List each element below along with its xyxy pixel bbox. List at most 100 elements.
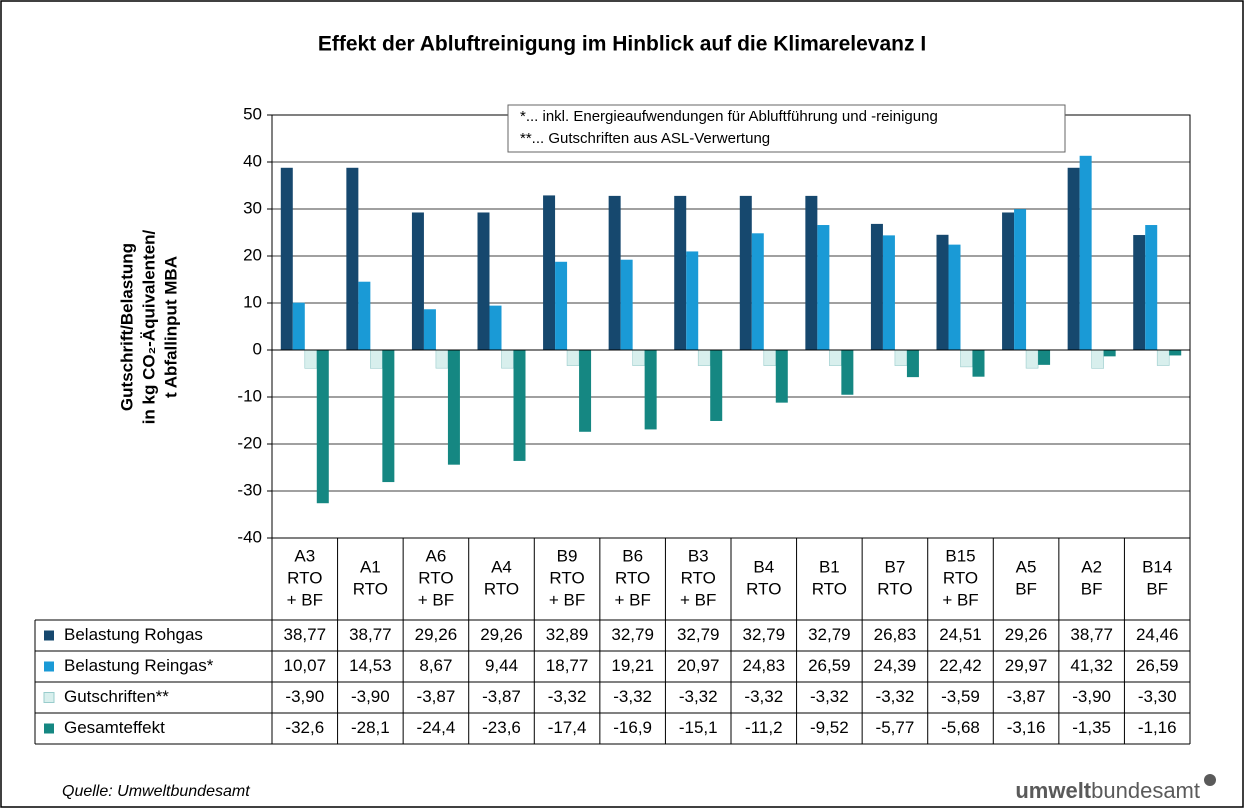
table-value: 8,67 bbox=[419, 656, 452, 675]
bar bbox=[513, 350, 526, 461]
table-value: 18,77 bbox=[546, 656, 589, 675]
table-value: 29,26 bbox=[480, 625, 523, 644]
bar bbox=[632, 349, 645, 366]
bar bbox=[686, 251, 699, 350]
x-tick-label: B7 bbox=[885, 557, 906, 576]
bar bbox=[1103, 350, 1116, 357]
table-value: -3,30 bbox=[1138, 687, 1177, 706]
table-value: -3,32 bbox=[744, 687, 783, 706]
bar bbox=[829, 349, 842, 366]
x-tick-label: RTO bbox=[287, 568, 322, 587]
x-tick-label: + BF bbox=[549, 590, 585, 609]
bar bbox=[948, 244, 961, 350]
table-value: 26,83 bbox=[874, 625, 917, 644]
y-axis-label: Gutschrift/Belastung bbox=[117, 243, 136, 411]
x-tick-label: + BF bbox=[614, 590, 650, 609]
legend-marker bbox=[44, 661, 54, 672]
table-value: -3,90 bbox=[285, 687, 324, 706]
bar bbox=[751, 233, 764, 350]
table-value: -3,87 bbox=[482, 687, 521, 706]
y-tick-label: 0 bbox=[253, 339, 262, 358]
bar bbox=[566, 349, 580, 366]
table-value: 32,79 bbox=[743, 625, 786, 644]
plot-area bbox=[271, 114, 1191, 539]
bar bbox=[1002, 212, 1015, 350]
table-value: 41,32 bbox=[1070, 656, 1113, 675]
x-tick-label: RTO bbox=[812, 579, 847, 598]
x-tick-label: RTO bbox=[943, 568, 978, 587]
table-value: 38,77 bbox=[349, 625, 392, 644]
bar bbox=[382, 350, 395, 483]
logo-rest: bundesamt bbox=[1091, 778, 1200, 803]
bar bbox=[894, 349, 908, 366]
x-tick-label: A2 bbox=[1081, 557, 1102, 576]
table-value: 38,77 bbox=[284, 625, 327, 644]
bar bbox=[870, 223, 883, 350]
bar bbox=[1156, 349, 1170, 366]
legend-label: Gesamteffekt bbox=[64, 718, 165, 737]
y-tick-label: 30 bbox=[243, 198, 262, 217]
x-tick-label: + BF bbox=[287, 590, 323, 609]
bar bbox=[1079, 155, 1092, 350]
legend-label: Belastung Reingas* bbox=[64, 656, 214, 675]
legend-label: Belastung Rohgas bbox=[64, 625, 203, 644]
annotation: **... Gutschriften aus ASL-Verwertung bbox=[520, 130, 770, 147]
table-value: -16,9 bbox=[613, 718, 652, 737]
x-tick-label: + BF bbox=[680, 590, 716, 609]
table-value: -3,32 bbox=[876, 687, 915, 706]
bar bbox=[936, 234, 949, 350]
annotation-box bbox=[507, 104, 1066, 153]
x-tick-label: RTO bbox=[681, 568, 716, 587]
bar bbox=[1091, 349, 1104, 369]
logo: umweltbundesamt bbox=[1015, 778, 1200, 803]
x-tick-label: RTO bbox=[484, 579, 519, 598]
table-value: -3,32 bbox=[613, 687, 652, 706]
x-tick-label: A1 bbox=[360, 557, 381, 576]
bar bbox=[346, 167, 359, 350]
bar bbox=[1169, 350, 1182, 356]
table-value: -24,4 bbox=[417, 718, 456, 737]
bar bbox=[739, 195, 752, 350]
logo-bold: umwelt bbox=[1015, 778, 1091, 803]
table-value: -3,90 bbox=[1072, 687, 1111, 706]
bar bbox=[489, 305, 502, 350]
table-value: 29,26 bbox=[1005, 625, 1048, 644]
table-value: 22,42 bbox=[939, 656, 982, 675]
table-value: 24,39 bbox=[874, 656, 917, 675]
bar bbox=[1067, 167, 1080, 350]
x-tick-label: B3 bbox=[688, 546, 709, 565]
table-value: 10,07 bbox=[284, 656, 327, 675]
x-tick-label: + BF bbox=[942, 590, 978, 609]
table-value: -11,2 bbox=[745, 718, 783, 737]
x-tick-label: RTO bbox=[353, 579, 388, 598]
x-tick-label: B6 bbox=[622, 546, 643, 565]
bar bbox=[882, 235, 895, 350]
table-value: -3,59 bbox=[941, 687, 980, 706]
y-tick-label: 20 bbox=[243, 245, 262, 264]
x-tick-label: A6 bbox=[426, 546, 447, 565]
bar bbox=[304, 349, 318, 369]
bar bbox=[710, 350, 723, 421]
bar bbox=[1038, 350, 1051, 365]
table-value: 32,89 bbox=[546, 625, 589, 644]
table-value: 26,59 bbox=[1136, 656, 1179, 675]
table-value: -3,32 bbox=[548, 687, 587, 706]
bar bbox=[1145, 225, 1158, 350]
x-tick-label: + BF bbox=[418, 590, 454, 609]
y-axis-label: t Abfallinput MBA bbox=[161, 256, 180, 398]
bar bbox=[960, 349, 973, 368]
bar bbox=[447, 350, 460, 465]
y-axis-label: in kg CO₂-Äquivalenten/ bbox=[139, 229, 158, 424]
table-value: 14,53 bbox=[349, 656, 392, 675]
table-value: -15,1 bbox=[679, 718, 718, 737]
table-value: 19,21 bbox=[611, 656, 654, 675]
annotation: *... inkl. Energieaufwendungen für Abluf… bbox=[520, 108, 938, 125]
table-value: 32,79 bbox=[677, 625, 720, 644]
bar bbox=[280, 167, 293, 350]
table-value: 38,77 bbox=[1070, 625, 1113, 644]
bar bbox=[477, 212, 490, 350]
bar bbox=[358, 281, 371, 350]
table-value: -9,52 bbox=[810, 718, 849, 737]
table-value: -3,32 bbox=[679, 687, 718, 706]
bar bbox=[620, 259, 633, 350]
